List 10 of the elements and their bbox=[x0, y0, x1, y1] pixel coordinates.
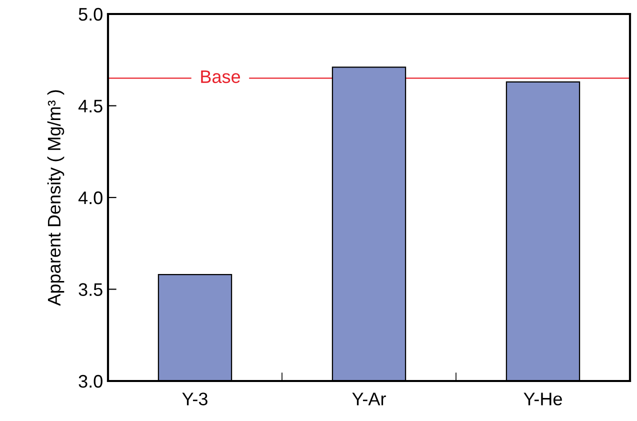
x-tick-label: Y-Ar bbox=[352, 392, 386, 406]
y-tick-label: 4.0 bbox=[78, 191, 102, 204]
y-axis-title: Apparent Density ( Mg/m³ ) bbox=[47, 90, 64, 306]
ref-line-label: Base bbox=[201, 70, 240, 84]
x-tick-label: Y-3 bbox=[182, 392, 208, 406]
y-tick-label: 3.5 bbox=[78, 283, 102, 296]
y-tick-label: 3.0 bbox=[78, 374, 102, 388]
y-tick-label: 4.5 bbox=[78, 100, 102, 112]
y-tick-label: 5.0 bbox=[78, 8, 102, 21]
x-tick-label: Y-He bbox=[524, 392, 562, 406]
